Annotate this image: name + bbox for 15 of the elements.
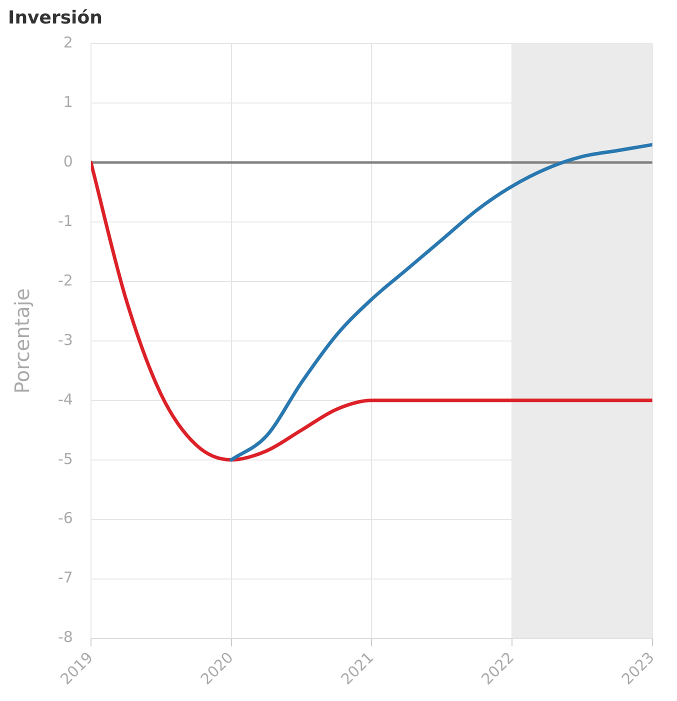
y-axis-title: Porcentaje	[10, 288, 34, 394]
y-tick-label: 0	[63, 152, 73, 170]
y-tick-label: -3	[58, 330, 73, 349]
chart-title: Inversión	[8, 7, 102, 28]
y-tick-label: 1	[63, 92, 73, 111]
y-tick-label: -2	[58, 271, 73, 290]
y-tick-label: -8	[58, 628, 73, 646]
y-tick-label: -5	[58, 450, 73, 468]
y-tick-label: -1	[58, 212, 73, 230]
y-tick-label: -7	[58, 568, 73, 587]
line-series	[230, 142, 652, 462]
line-series	[90, 160, 652, 462]
y-tick-label: -4	[58, 390, 73, 408]
y-tick-label: -6	[58, 509, 73, 528]
y-tick-label: 2	[63, 33, 73, 52]
